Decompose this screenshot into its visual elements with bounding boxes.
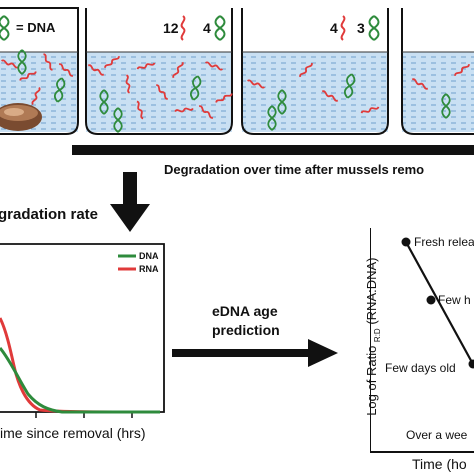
label-fresh: Fresh relea <box>414 235 474 249</box>
rna-molecule <box>136 62 156 70</box>
dna-molecule <box>113 107 123 133</box>
mussel-icon <box>0 103 42 131</box>
degradation-plot <box>0 243 165 418</box>
rna-molecule <box>172 61 184 79</box>
dna-molecule <box>189 75 202 101</box>
plot-xlabel: ime since removal (hrs) <box>0 425 146 441</box>
rna-molecule <box>360 106 380 114</box>
ratio-ylabel: Log of Ratio R:D (RNA:DNA) <box>364 257 382 416</box>
degradation-banner-text: Degradation over time after mussels remo <box>164 162 425 177</box>
ratio-ylabel-sub: R:D <box>372 328 382 343</box>
degradation-rate-title: gradation rate <box>0 206 99 223</box>
label-few-hours: Few h <box>438 293 471 307</box>
rna-molecule <box>215 93 233 103</box>
rna-molecule <box>198 105 214 119</box>
dna-molecule <box>99 89 109 115</box>
rna-molecule <box>247 79 265 89</box>
point-fresh <box>401 237 411 247</box>
tank-3 <box>241 8 389 135</box>
dna-molecule <box>343 73 356 99</box>
rna-molecule <box>136 100 144 120</box>
timeline-bar <box>72 145 474 155</box>
edna-age-line2: prediction <box>212 322 280 338</box>
rna-molecule <box>454 64 470 76</box>
tank-2-rna-count: 12 <box>163 20 179 36</box>
ratio-line <box>405 241 474 367</box>
point-few-hours <box>426 295 436 305</box>
legend-rna-label: RNA <box>139 264 159 274</box>
legend-dna-label: DNA <box>139 251 159 261</box>
rna-molecule <box>31 87 41 105</box>
rna-molecule <box>174 107 194 113</box>
rna-molecule <box>1 59 19 69</box>
rna-molecule <box>125 74 131 94</box>
rna-count-icon <box>340 15 346 41</box>
tank-1 <box>0 7 79 135</box>
dna-count-icon <box>214 15 226 41</box>
ratio-xlabel: Time (ho <box>412 456 467 472</box>
dna-molecule <box>17 49 27 75</box>
tanks-illustration <box>0 7 474 135</box>
dna-molecule <box>267 105 277 131</box>
dna-molecule <box>277 89 287 115</box>
dna-curve <box>0 347 160 414</box>
rna-molecule <box>43 53 53 71</box>
point-few-days <box>468 359 474 369</box>
rna-molecule <box>58 63 74 77</box>
tank-3-dna-count: 3 <box>357 20 365 36</box>
rna-molecule <box>156 84 168 100</box>
dna-molecule <box>441 93 451 119</box>
rna-curve <box>0 317 161 414</box>
label-over-a-week: Over a wee <box>406 428 468 442</box>
rna-molecule <box>411 78 429 90</box>
rna-molecule <box>19 71 37 81</box>
down-arrow <box>110 172 150 232</box>
rna-molecule <box>299 62 313 78</box>
ratio-ylabel-main: Log of Ratio <box>364 345 380 416</box>
rna-molecule <box>87 64 105 76</box>
rna-molecule <box>321 90 339 102</box>
tank-3-rna-count: 4 <box>330 20 338 36</box>
dna-legend-icon <box>0 15 10 41</box>
rna-molecule <box>205 61 223 71</box>
ratio-ylabel-tail: (RNA:DNA) <box>364 257 380 325</box>
tank-2-dna-count: 4 <box>203 20 211 36</box>
molecules <box>1 49 470 133</box>
dna-molecule <box>53 77 66 103</box>
tank-4 <box>401 8 474 135</box>
ratio-plot <box>370 228 474 453</box>
right-arrow <box>172 339 338 367</box>
edna-age-line1: eDNA age <box>212 303 278 319</box>
rna-molecule <box>104 56 120 68</box>
label-few-days: Few days old <box>385 361 456 375</box>
dna-legend-label: = DNA <box>16 20 56 35</box>
dna-count-icon <box>368 15 380 41</box>
rna-count-icon <box>180 15 186 41</box>
